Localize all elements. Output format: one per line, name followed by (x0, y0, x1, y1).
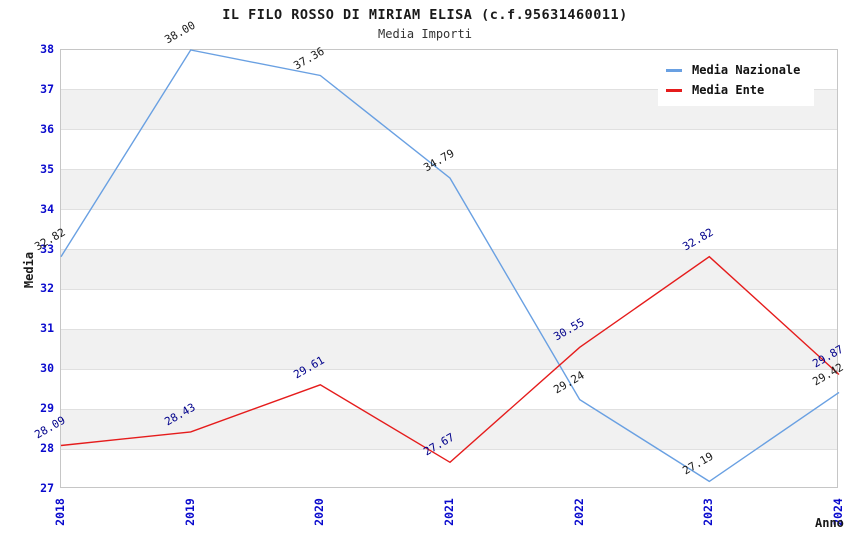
x-tick-label: 2018 (53, 498, 67, 526)
y-tick-label: 31 (40, 321, 54, 336)
y-tick-label: 38 (40, 42, 54, 56)
y-tick-label: 35 (40, 161, 54, 176)
y-tick-label: 32 (40, 281, 54, 296)
gridline (61, 89, 837, 91)
y-tick-label: 29 (40, 401, 54, 416)
x-tick-label: 2021 (442, 498, 456, 526)
y-tick-label: 34 (40, 201, 54, 216)
legend-line-swatch-icon (666, 88, 682, 92)
x-tick-label: 2022 (571, 498, 586, 526)
series-lines (60, 49, 840, 483)
y-tick-label: 27 (40, 481, 54, 495)
y-tick-label: 36 (40, 121, 54, 136)
legend: Media Nazionale Media Ente (658, 53, 814, 106)
gridline (61, 368, 837, 370)
gridline (61, 328, 837, 330)
gridline (61, 408, 837, 410)
legend-line-swatch-icon (666, 68, 682, 72)
gridline (61, 169, 837, 171)
gridline (61, 129, 837, 131)
y-tick-label: 37 (40, 81, 54, 96)
series-line-media-nazionale (60, 49, 840, 483)
plot-area (60, 49, 840, 488)
gridline (61, 288, 837, 290)
x-tick-label: 2023 (701, 498, 716, 526)
plot-band (61, 169, 837, 210)
plot-band (61, 409, 837, 450)
gridline (61, 209, 837, 211)
y-tick-label: 33 (40, 241, 54, 256)
legend-label: Media Ente (692, 83, 765, 97)
chart-title: IL FILO ROSSO DI MIRIAM ELISA (c.f.95631… (222, 7, 628, 23)
gridline (61, 448, 837, 450)
x-tick-label: 2019 (182, 498, 197, 526)
x-tick-label: 2020 (312, 498, 327, 526)
series-line-media-ente (60, 255, 840, 464)
legend-label: Media Nazionale (692, 63, 801, 77)
y-tick-label: 30 (40, 361, 54, 376)
y-tick-label: 28 (40, 441, 54, 456)
gridline (61, 249, 837, 251)
plot-band (61, 329, 837, 370)
plot-band (61, 249, 837, 290)
x-axis-title: Anno (815, 516, 844, 530)
legend-item: Media Ente (666, 80, 806, 100)
legend-item: Media Nazionale (666, 60, 806, 80)
chart-subtitle: Media Importi (378, 27, 472, 41)
